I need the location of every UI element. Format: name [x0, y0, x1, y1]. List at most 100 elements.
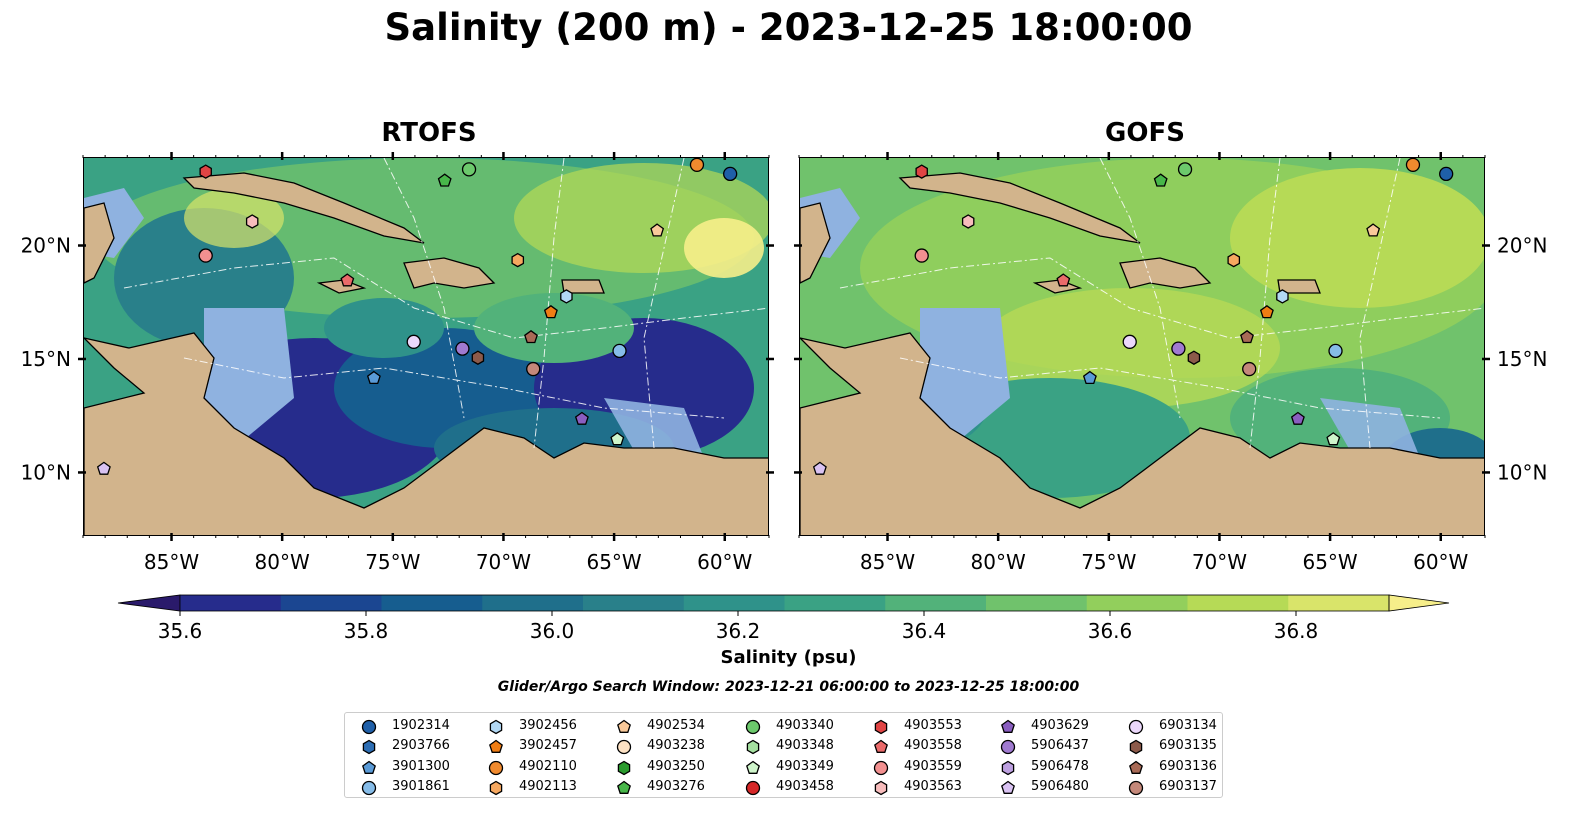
axis-ticks — [78, 152, 1490, 541]
search-window-text: Glider/Argo Search Window: 2023-12-21 06… — [497, 679, 1080, 695]
legend-marker — [1128, 780, 1144, 796]
float-marker-3901300 — [1082, 370, 1097, 385]
float-marker-4903629 — [574, 411, 589, 425]
legend-marker-circle — [488, 760, 504, 775]
colorbar-segment — [1288, 595, 1390, 611]
legend-marker — [1000, 740, 1016, 755]
legend-label: 3902457 — [519, 738, 577, 754]
lon-tick-label: 70°W — [1192, 550, 1247, 574]
colorbar-segment — [280, 595, 382, 611]
legend-label: 3902456 — [519, 718, 577, 733]
legend-marker-pentagon — [1001, 780, 1015, 794]
legend-marker-hexagon — [874, 719, 888, 735]
float-marker-5906437 — [455, 341, 470, 356]
float-marker-4902113 — [511, 252, 525, 268]
float-marker-3901861 — [612, 343, 627, 359]
float-markers-gofs — [812, 158, 1454, 475]
legend-label: 4903458 — [776, 778, 834, 794]
lat-tick-label: 15°N — [21, 347, 71, 371]
colorbar-segment — [583, 595, 685, 611]
float-marker-4903553 — [915, 164, 928, 179]
colorbar-tick-label: 36.4 — [902, 619, 947, 643]
legend-marker-pentagon — [1001, 719, 1015, 733]
float-marker-4902110 — [689, 158, 705, 172]
lon-tick-label: 65°W — [586, 550, 641, 574]
float-marker-3902457 — [543, 304, 558, 319]
legend-marker — [874, 780, 888, 796]
legend-marker-hexagon — [1001, 760, 1015, 775]
float-marker-6903134 — [406, 334, 421, 349]
lat-tick-label: 15°N — [1497, 347, 1547, 371]
colorbar-tick-label: 36.6 — [1088, 619, 1133, 643]
legend-label: 5906480 — [1031, 778, 1089, 794]
legend-label: 5906437 — [1031, 738, 1089, 754]
colorbar-extend-high — [1388, 594, 1450, 612]
float-marker-5906437 — [1171, 341, 1186, 356]
float-marker-4902113 — [1227, 252, 1241, 268]
legend-marker-hexagon — [746, 740, 760, 755]
lon-tick-label: 80°W — [971, 550, 1026, 574]
legend-label: 6903134 — [1159, 718, 1217, 733]
float-marker-6903136 — [1240, 329, 1254, 344]
legend-marker — [489, 780, 503, 796]
float-marker-3901861 — [1328, 343, 1343, 359]
legend-label: 4902534 — [647, 718, 705, 733]
float-marker-4903559 — [914, 248, 929, 263]
float-marker-1902314 — [1439, 166, 1454, 182]
legend-marker — [1129, 760, 1143, 774]
legend-label: 1902314 — [392, 718, 450, 733]
legend-label: 4903629 — [1031, 718, 1089, 733]
float-marker-4903553 — [199, 164, 212, 179]
float-marker-4903629 — [1290, 411, 1305, 425]
legend-marker-hexagon — [617, 760, 631, 775]
legend-marker-circle — [361, 780, 377, 796]
lon-tick-label: 75°W — [1081, 550, 1136, 574]
map-gofs-canvas — [800, 158, 1484, 535]
legend-label: 6903135 — [1159, 738, 1217, 754]
colorbar-segment — [482, 595, 584, 611]
legend-marker-pentagon — [617, 780, 631, 794]
legend-marker — [361, 719, 377, 735]
float-marker-4903558 — [340, 273, 355, 287]
legend-marker-circle — [616, 740, 632, 755]
legend-marker-hexagon — [489, 780, 503, 796]
float-marker-6903137 — [526, 361, 541, 377]
legend-marker-hexagon — [1129, 740, 1143, 755]
colorbar-tick-label: 35.6 — [158, 619, 203, 643]
legend-marker-circle — [361, 719, 377, 735]
legend-label: 4903340 — [776, 718, 834, 733]
lat-tick-label: 10°N — [1497, 460, 1547, 484]
legend-marker — [362, 760, 376, 774]
float-marker-6903135 — [471, 350, 485, 365]
figure-title: Salinity (200 m) - 2023-12-25 18:00:00 — [384, 6, 1193, 49]
lon-tick-label: 80°W — [255, 550, 310, 574]
panel-title-gofs: GOFS — [1105, 118, 1185, 148]
legend-label: 5906478 — [1031, 758, 1089, 774]
float-marker-4903559 — [198, 248, 213, 263]
float-marker-4903558 — [1056, 273, 1071, 287]
legend-marker — [1128, 719, 1144, 735]
legend-marker-hexagon — [489, 719, 503, 735]
map-rtofs — [83, 157, 769, 536]
legend-marker — [361, 780, 377, 796]
legend-label: 4902113 — [519, 778, 577, 794]
legend-marker — [617, 760, 631, 775]
lon-tick-label: 60°W — [697, 550, 752, 574]
float-marker-5906480 — [96, 461, 111, 475]
legend-marker-pentagon — [746, 760, 760, 774]
float-marker-4903563 — [961, 214, 975, 229]
colorbar: 35.6 35.8 36.0 36.2 36.4 36.6 36.8 — [117, 594, 1450, 643]
lon-tick-label: 75°W — [365, 550, 420, 574]
float-marker-4903276 — [1153, 173, 1168, 187]
colorbar-tick-label: 35.8 — [344, 619, 389, 643]
legend-marker — [745, 719, 761, 735]
float-marker-6903134 — [1122, 334, 1137, 349]
legend-label: 4903276 — [647, 778, 705, 794]
float-marker-4903340 — [1177, 162, 1193, 177]
legend-marker — [617, 780, 631, 794]
float-legend: 1902314 2903766 3901300 3901861 3902456 39024… — [344, 712, 1223, 798]
colorbar-extend-low — [117, 594, 181, 612]
colorbar-tick-label: 36.0 — [530, 619, 575, 643]
float-marker-3902456 — [560, 289, 573, 304]
